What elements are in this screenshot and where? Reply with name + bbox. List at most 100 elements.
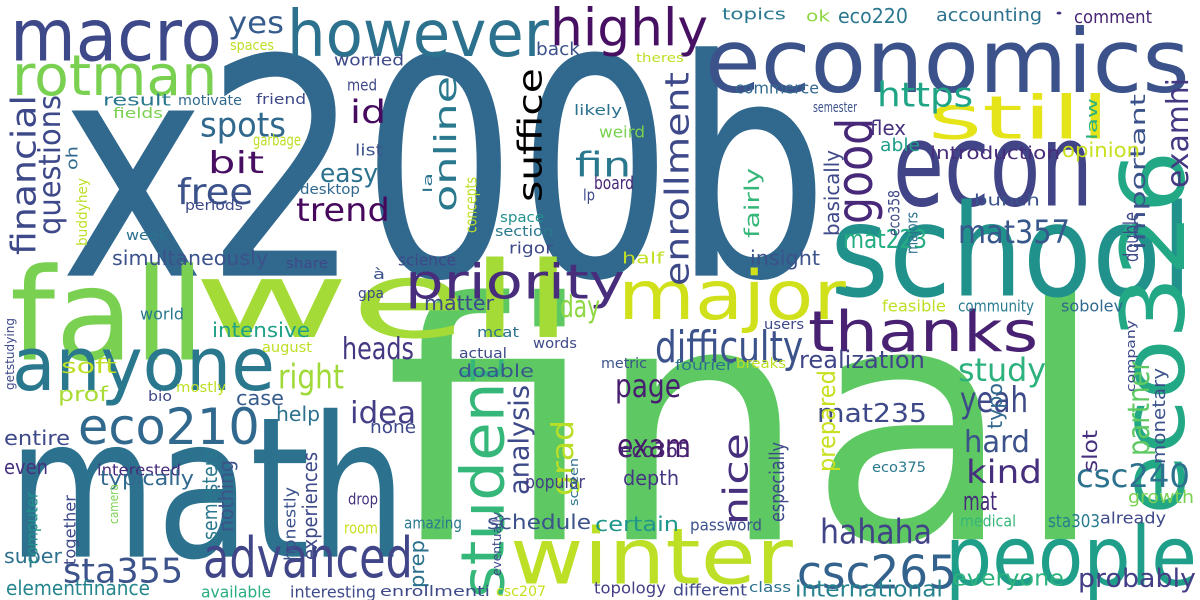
word-company: company: [1123, 320, 1138, 392]
word-medical: medical: [960, 511, 1017, 531]
word-econ: econ: [893, 97, 1094, 234]
word-experiences: experiences: [298, 451, 322, 560]
word-oh: oh: [62, 146, 82, 170]
word-suffice: suffice: [511, 68, 550, 203]
word-eco220: eco220: [838, 4, 908, 28]
word-well: well: [193, 238, 575, 363]
word-interested: interested: [97, 460, 181, 480]
word-matter: matter: [424, 291, 494, 315]
word-prepared: prepared: [812, 370, 841, 472]
word-enrollmenti: enrollmenti: [380, 582, 490, 600]
word-entire: entire: [4, 426, 71, 450]
word-enrollment: enrollment: [658, 71, 697, 286]
word-able: able: [880, 134, 921, 156]
word-motivate: motivate: [178, 91, 242, 109]
word-elementfinance: elementfinance: [6, 576, 150, 600]
word-slot: slot: [1078, 429, 1102, 472]
word-screen: screen: [566, 457, 581, 506]
word-science: science: [398, 250, 457, 270]
word-buddyhey: buddyhey: [73, 177, 91, 246]
word-amazing: amazing: [404, 513, 463, 533]
word-med: med: [347, 75, 378, 95]
word-mat223: mat223: [843, 223, 927, 255]
word-difficulty: difficulty: [655, 321, 804, 373]
word-growth: growth: [1128, 486, 1194, 508]
word-fields: fields: [113, 104, 163, 122]
word-result: result: [103, 90, 171, 110]
word-la: la: [420, 172, 435, 193]
word-double: double: [1119, 212, 1143, 262]
word-law: law: [1083, 98, 1101, 140]
word-nothing: nothing: [214, 460, 238, 532]
word-monetary: monetary: [1148, 367, 1170, 464]
word-free: free: [177, 170, 254, 213]
word-fall: fall: [10, 240, 206, 391]
word-accounting: accounting: [936, 4, 1043, 26]
word-intensive: intensive: [212, 318, 310, 342]
word-idea: idea: [350, 395, 417, 431]
word-sta355: sta355: [63, 550, 184, 591]
word-fin: fin: [575, 144, 632, 185]
word-friend: friend: [256, 90, 307, 108]
word-spaces: spaces: [230, 36, 275, 54]
word-depth: depth: [623, 466, 680, 490]
word-bullet: •: [1054, 7, 1064, 19]
word-drop: drop: [348, 489, 379, 509]
word-half: half: [622, 248, 664, 268]
word-csc240: csc240: [1076, 457, 1190, 495]
word-computer: computer: [22, 491, 42, 564]
word-users: users: [764, 315, 805, 333]
word-flex: flex: [870, 116, 906, 140]
word-bunch: bunch: [974, 190, 1040, 210]
word-world: world: [140, 304, 185, 324]
word-desktop: desktop: [300, 180, 360, 198]
word-actual: actual: [459, 344, 507, 362]
word-basically: basically: [820, 150, 844, 236]
word-page: page: [615, 367, 681, 405]
word-csc265: csc265: [797, 545, 957, 600]
word-sobolev: sobolev: [1061, 296, 1124, 316]
word-back: back: [536, 38, 580, 60]
word-majors: majors: [902, 212, 922, 254]
word-introduction: introduction: [930, 142, 1060, 164]
word-easy: easy: [320, 157, 379, 189]
word-schedule: schedule: [487, 510, 592, 534]
word-mat357: mat357: [958, 213, 1070, 251]
word-csc207: csc207: [496, 582, 546, 600]
word-typo: typo: [983, 382, 1007, 429]
word-insight: insight: [750, 246, 821, 270]
word-comment: comment: [1074, 6, 1153, 28]
word-eco358: eco358: [884, 190, 904, 236]
word-even: even: [4, 455, 48, 479]
word-macro: macro: [10, 0, 222, 78]
word-bullet: à: [373, 265, 386, 283]
word-semester: semester: [813, 98, 857, 116]
word-everyone: everyone: [952, 565, 1064, 591]
word-math: math: [8, 374, 407, 600]
word-honestly: honestly: [280, 487, 300, 561]
word-people: people: [945, 508, 1197, 600]
word-section: section: [495, 222, 554, 240]
word-theres: theres: [636, 50, 684, 65]
word-community: community: [958, 296, 1034, 316]
word-metric: metric: [601, 354, 648, 372]
word-share: share: [286, 254, 329, 272]
word-doable: doable: [458, 360, 534, 382]
word-exam: exam: [617, 427, 691, 465]
word-august: august: [262, 338, 312, 356]
word-different: different: [673, 580, 747, 600]
word-password: password: [690, 515, 762, 535]
word-questions: questions: [32, 94, 68, 236]
word-topology: topology: [594, 578, 666, 598]
word-camera: camera: [106, 484, 121, 524]
word-simultaneously: simultaneously: [112, 246, 269, 270]
word-super: super: [4, 544, 62, 568]
word-realization: realization: [799, 345, 925, 374]
word-study: study: [958, 351, 1047, 389]
word-periods: periods: [185, 196, 243, 214]
word-opinion: opinion: [1062, 138, 1141, 162]
word-help: help: [276, 402, 321, 426]
word-major: major: [618, 255, 846, 336]
word-space: space: [500, 208, 545, 226]
